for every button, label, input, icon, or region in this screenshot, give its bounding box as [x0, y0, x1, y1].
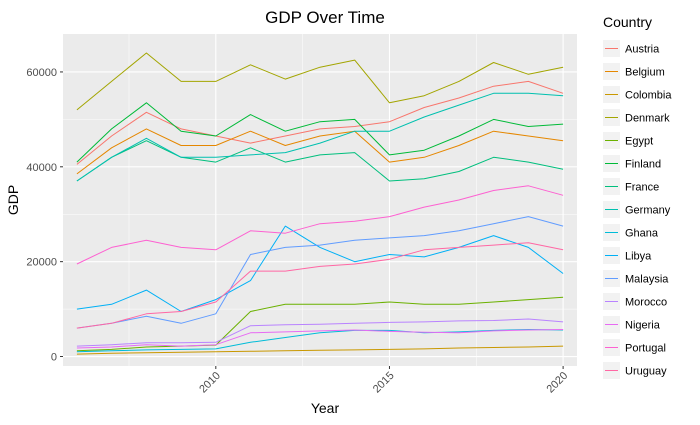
series-line-germany [76, 92, 564, 182]
legend-label: Malaysia [625, 274, 669, 286]
legend-title: Country [603, 14, 652, 30]
legend-label: Finland [625, 159, 661, 171]
x-axis-ticks: 2010 2015 2020 [197, 366, 570, 396]
series-line-uruguay [76, 242, 564, 329]
series-line-libya [76, 225, 564, 312]
x-tick-label: 2010 [197, 370, 223, 396]
x-tick-label: 2020 [545, 370, 571, 396]
grid-lines [63, 34, 577, 366]
series-line-portugal [76, 185, 564, 265]
x-tick-label: 2015 [371, 370, 397, 396]
legend-label: Austria [625, 44, 660, 56]
legend-label: Belgium [625, 67, 665, 79]
series-line-denmark [76, 52, 564, 111]
series-line-austria [76, 80, 564, 165]
series-line-egypt [76, 296, 564, 352]
series-line-colombia [76, 345, 564, 355]
series-line-nigeria [76, 329, 564, 349]
chart-title: GDP Over Time [265, 8, 385, 27]
legend-label: Portugal [625, 343, 666, 355]
legend: Country Austria Belgium Colombia Denmark Egy… [603, 14, 672, 379]
legend-label: Uruguay [625, 366, 667, 378]
legend-label: Egypt [625, 136, 653, 148]
legend-label: Germany [625, 205, 671, 217]
series-line-france [76, 140, 564, 182]
y-tick-label: 20000 [26, 257, 57, 269]
series-line-belgium [76, 128, 564, 175]
legend-label: France [625, 182, 659, 194]
legend-label: Nigeria [625, 320, 661, 332]
y-tick-label: 60000 [26, 67, 57, 79]
y-tick-label: 40000 [26, 162, 57, 174]
series-line-finland [76, 102, 564, 163]
legend-label: Morocco [625, 297, 667, 309]
plot-panel [63, 34, 577, 366]
series-line-morocco [76, 318, 564, 347]
series-line-malaysia [76, 216, 564, 329]
y-axis-ticks: 0 20000 40000 60000 [26, 67, 63, 364]
legend-label: Ghana [625, 228, 659, 240]
legend-label: Libya [625, 251, 652, 263]
x-axis-title: Year [311, 400, 340, 416]
series-lines [76, 52, 564, 355]
legend-label: Denmark [625, 113, 670, 125]
series-line-ghana [76, 329, 564, 353]
y-tick-label: 0 [51, 352, 57, 364]
y-axis-title: GDP [5, 185, 21, 215]
legend-label: Colombia [625, 90, 672, 102]
